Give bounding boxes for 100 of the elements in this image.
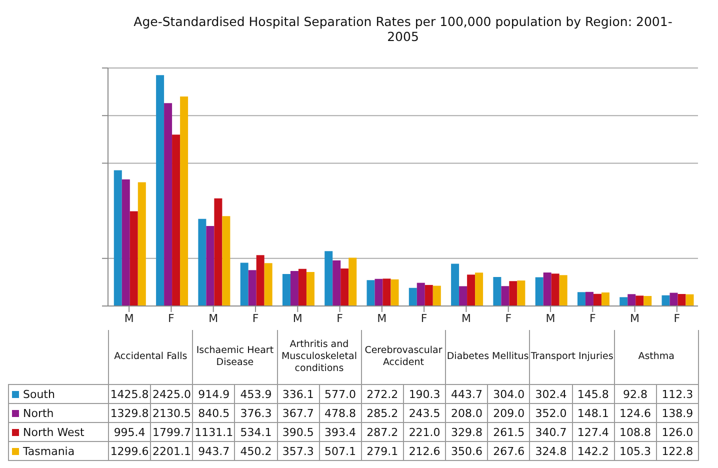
bar	[551, 274, 560, 306]
bar	[138, 182, 146, 306]
bar	[248, 270, 256, 306]
bar	[535, 277, 544, 306]
data-label: 1799.7	[150, 422, 193, 442]
text: Transport Injuries	[530, 330, 614, 384]
bar	[156, 75, 164, 306]
bar	[451, 264, 460, 306]
bar	[164, 103, 172, 306]
bar	[264, 263, 272, 306]
bar	[282, 274, 290, 306]
data-label: 108.8	[614, 422, 656, 442]
bar	[543, 272, 552, 306]
data-label: 329.8	[446, 422, 488, 442]
bar	[517, 280, 526, 306]
chart-title: Age-Standardised Hospital Separation Rates per 100,000 population by Region: 2001-2005	[132, 13, 674, 46]
x-tick-label: F	[589, 312, 596, 325]
data-label: 2130.5	[150, 404, 193, 422]
bar	[348, 258, 357, 306]
data-label: 304.0	[488, 384, 530, 404]
data-label: 534.1	[234, 422, 278, 442]
x-tick-label: M	[377, 312, 387, 325]
bar	[686, 294, 694, 306]
x-tick-label: M	[124, 312, 134, 325]
bar	[240, 262, 248, 306]
x-tick-label: F	[674, 312, 680, 325]
data-label: 340.7	[530, 422, 572, 442]
data-label: 2425.0	[150, 384, 193, 404]
bar	[620, 297, 628, 306]
data-label: 105.3	[614, 442, 656, 460]
data-label: 243.5	[404, 404, 446, 422]
data-label: 478.8	[319, 404, 362, 422]
data-label: 450.2	[234, 442, 278, 460]
text: Cerebrovascular Accident	[361, 330, 446, 384]
data-label: 212.6	[404, 442, 446, 460]
bar	[222, 216, 230, 306]
bar	[459, 286, 468, 306]
data-label: 142.2	[572, 442, 614, 460]
bar	[256, 255, 264, 306]
text: Ischaemic Heart Disease	[192, 330, 278, 384]
x-tick-label: F	[505, 312, 512, 325]
data-label: 92.8	[614, 384, 656, 404]
data-label: 1131.1	[192, 422, 235, 442]
data-label: 324.8	[530, 442, 572, 460]
x-tick-label: M	[546, 312, 556, 325]
legend-label: North West	[8, 422, 108, 442]
data-label: 145.8	[572, 384, 614, 404]
bar	[416, 282, 425, 306]
data-label: 122.8	[656, 442, 699, 460]
bar	[382, 278, 391, 306]
data-label: 1425.8	[108, 384, 151, 404]
data-label: 261.5	[488, 422, 530, 442]
data-label: 148.1	[572, 404, 614, 422]
data-label: 357.3	[277, 442, 320, 460]
data-label: 390.5	[277, 422, 320, 442]
bar	[198, 218, 206, 306]
data-label: 350.6	[446, 442, 488, 460]
data-label: 914.9	[192, 384, 235, 404]
bar	[501, 286, 510, 306]
bar	[180, 96, 188, 306]
bar	[593, 294, 602, 306]
bar	[678, 294, 686, 306]
bar	[390, 279, 399, 306]
data-label: 376.3	[234, 404, 278, 422]
data-label: 507.1	[319, 442, 362, 460]
data-label: 279.1	[361, 442, 404, 460]
data-label: 221.0	[404, 422, 446, 442]
bar	[493, 277, 502, 306]
bar	[214, 198, 222, 306]
bar	[172, 134, 180, 306]
text: Asthma	[614, 330, 699, 384]
data-label: 267.6	[488, 442, 530, 460]
data-label: 995.4	[108, 422, 151, 442]
x-tick-label: M	[630, 312, 640, 325]
x-tick-label: M	[461, 312, 471, 325]
data-label: 577.0	[319, 384, 362, 404]
data-label: 1299.6	[108, 442, 151, 460]
x-tick-label: F	[252, 312, 259, 325]
bar	[408, 288, 417, 306]
data-label: 112.3	[656, 384, 699, 404]
bar	[332, 260, 341, 306]
data-label: 138.9	[656, 404, 699, 422]
data-label: 443.7	[446, 384, 488, 404]
bar	[324, 251, 333, 306]
bar	[424, 284, 433, 306]
x-tick-label: F	[168, 312, 174, 325]
bar	[374, 278, 383, 306]
bar	[628, 294, 636, 306]
data-label: 287.2	[361, 422, 404, 442]
text: Diabetes Mellitus	[446, 330, 530, 384]
data-label: 190.3	[404, 384, 446, 404]
data-label: 127.4	[572, 422, 614, 442]
bar	[670, 292, 678, 306]
data-label: 209.0	[488, 404, 530, 422]
bar	[114, 170, 122, 306]
bar	[475, 272, 484, 306]
data-label: 1329.8	[108, 404, 151, 422]
bar	[122, 179, 130, 306]
bar	[206, 226, 214, 306]
bar	[509, 281, 518, 306]
